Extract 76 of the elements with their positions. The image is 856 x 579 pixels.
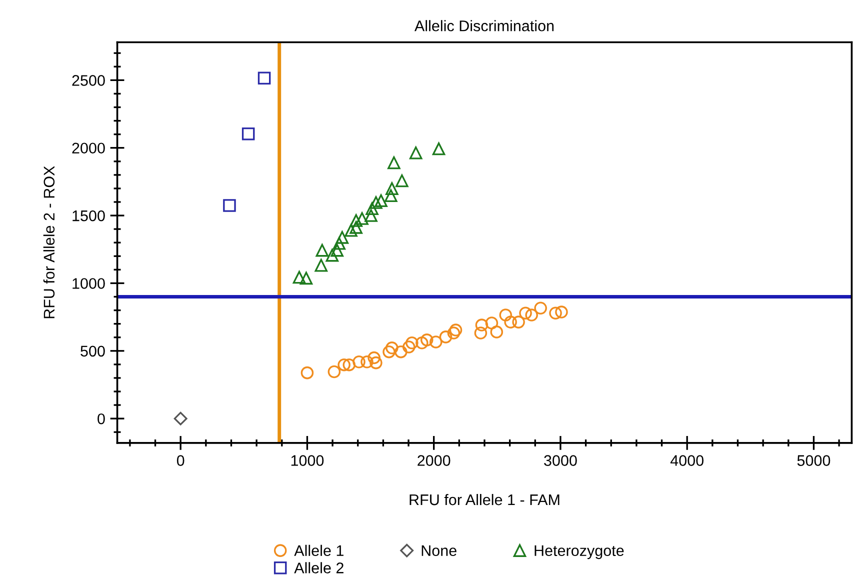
point [360, 355, 374, 368]
point [490, 326, 504, 338]
point [174, 412, 188, 426]
point [504, 316, 517, 328]
point [344, 224, 358, 237]
point [374, 194, 388, 208]
point [332, 237, 346, 250]
y-tick-label: 2500 [72, 75, 105, 86]
point [292, 270, 306, 284]
y-tick-label: 500 [80, 346, 105, 357]
x-axis-title: RFU for Allele 1 - FAM [410, 494, 560, 506]
point [258, 72, 271, 85]
legend-label: Heterozygote [534, 545, 624, 560]
point [300, 272, 313, 285]
point [555, 306, 568, 318]
point [396, 174, 408, 188]
point [406, 336, 418, 350]
point [525, 308, 538, 322]
point [534, 302, 547, 315]
point [449, 324, 462, 336]
point [242, 128, 255, 140]
point [439, 330, 452, 344]
point [485, 316, 498, 330]
x-tick-label: 5000 [797, 455, 830, 466]
point [328, 365, 341, 378]
point [366, 202, 378, 216]
point [350, 214, 362, 227]
point [549, 306, 562, 320]
y-tick-label: 2000 [72, 142, 105, 154]
point [300, 366, 314, 380]
point [382, 345, 396, 358]
x-tick-label: 3000 [544, 455, 577, 466]
point [314, 258, 328, 272]
point [350, 221, 362, 234]
point [386, 182, 398, 195]
point [432, 142, 446, 156]
point [447, 326, 460, 340]
point [330, 244, 344, 257]
point [420, 334, 434, 346]
x-tick-label: 2000 [418, 455, 450, 466]
point [370, 356, 382, 370]
point [386, 342, 398, 354]
point [474, 326, 488, 340]
legend-label: Allele 1 [294, 544, 344, 556]
x-tick-label: 0 [176, 455, 184, 466]
point [384, 189, 398, 202]
point [336, 231, 349, 244]
point [512, 316, 525, 328]
point [364, 209, 378, 222]
point [499, 308, 512, 322]
point [388, 156, 400, 170]
point [316, 244, 329, 257]
y-axis-title: RFU for Allele 2 - ROX [43, 166, 55, 318]
point [326, 248, 339, 262]
y-tick-label: 1000 [72, 278, 105, 289]
point [370, 196, 382, 209]
x-tick-label: 1000 [291, 455, 324, 466]
point [352, 355, 366, 368]
point [402, 340, 416, 354]
point [409, 146, 422, 160]
y-tick-label: 0 [98, 413, 105, 424]
x-tick-label: 4000 [670, 455, 704, 466]
point [394, 345, 408, 358]
chart-title: Allelic Discrimination [414, 20, 554, 32]
point [519, 306, 532, 320]
legend-label: None [422, 545, 456, 556]
y-tick-label: 1500 [72, 210, 105, 222]
point [342, 358, 356, 372]
legend-label: Allele 2 [294, 562, 344, 574]
point [368, 351, 380, 364]
point [416, 336, 428, 350]
point [475, 318, 488, 332]
point [223, 199, 236, 212]
point [356, 212, 368, 225]
point [429, 336, 442, 348]
point [338, 358, 350, 372]
